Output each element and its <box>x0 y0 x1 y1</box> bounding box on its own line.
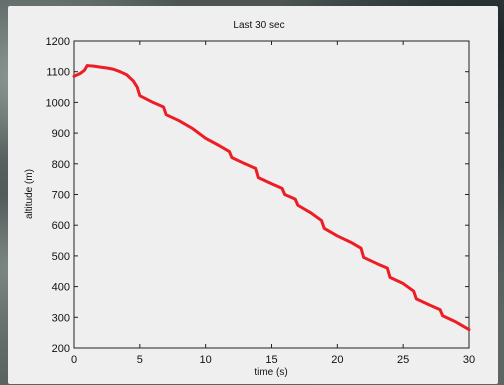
y-tick-label: 600 <box>52 220 70 232</box>
x-tick-label: 20 <box>331 354 343 366</box>
line-chart: Last 30 sec 0 5 10 15 20 25 30 200 300 400 500 600… <box>24 20 475 378</box>
y-tick-label: 500 <box>52 251 70 263</box>
y-tick-label: 1100 <box>46 67 70 79</box>
x-tick-label: 0 <box>71 354 77 366</box>
figure-panel: Last 30 sec 0 5 10 15 20 25 30 200 300 400 500 600… <box>8 6 498 384</box>
y-tick-label: 700 <box>52 190 70 202</box>
y-axis-label: altitude (m) <box>24 169 35 219</box>
x-axis: 0 5 10 15 20 25 30 <box>71 41 475 366</box>
y-axis: 200 300 400 500 600 700 800 900 1000 1100 1200 <box>46 36 469 355</box>
x-tick-label: 30 <box>463 354 475 366</box>
y-tick-label: 1000 <box>46 97 70 109</box>
y-tick-label: 900 <box>52 128 70 140</box>
x-tick-label: 25 <box>397 354 409 366</box>
y-tick-label: 200 <box>52 343 70 355</box>
x-tick-label: 15 <box>265 354 277 366</box>
y-tick-label: 1200 <box>46 36 70 48</box>
y-tick-label: 300 <box>52 312 70 324</box>
chart-title: Last 30 sec <box>233 20 284 31</box>
x-tick-label: 5 <box>137 354 143 366</box>
altitude-series-line <box>72 64 471 332</box>
y-tick-label: 800 <box>52 159 70 171</box>
x-axis-label: time (s) <box>254 367 287 378</box>
x-tick-label: 10 <box>200 354 212 366</box>
y-tick-label: 400 <box>52 282 70 294</box>
plot-area <box>73 40 470 349</box>
